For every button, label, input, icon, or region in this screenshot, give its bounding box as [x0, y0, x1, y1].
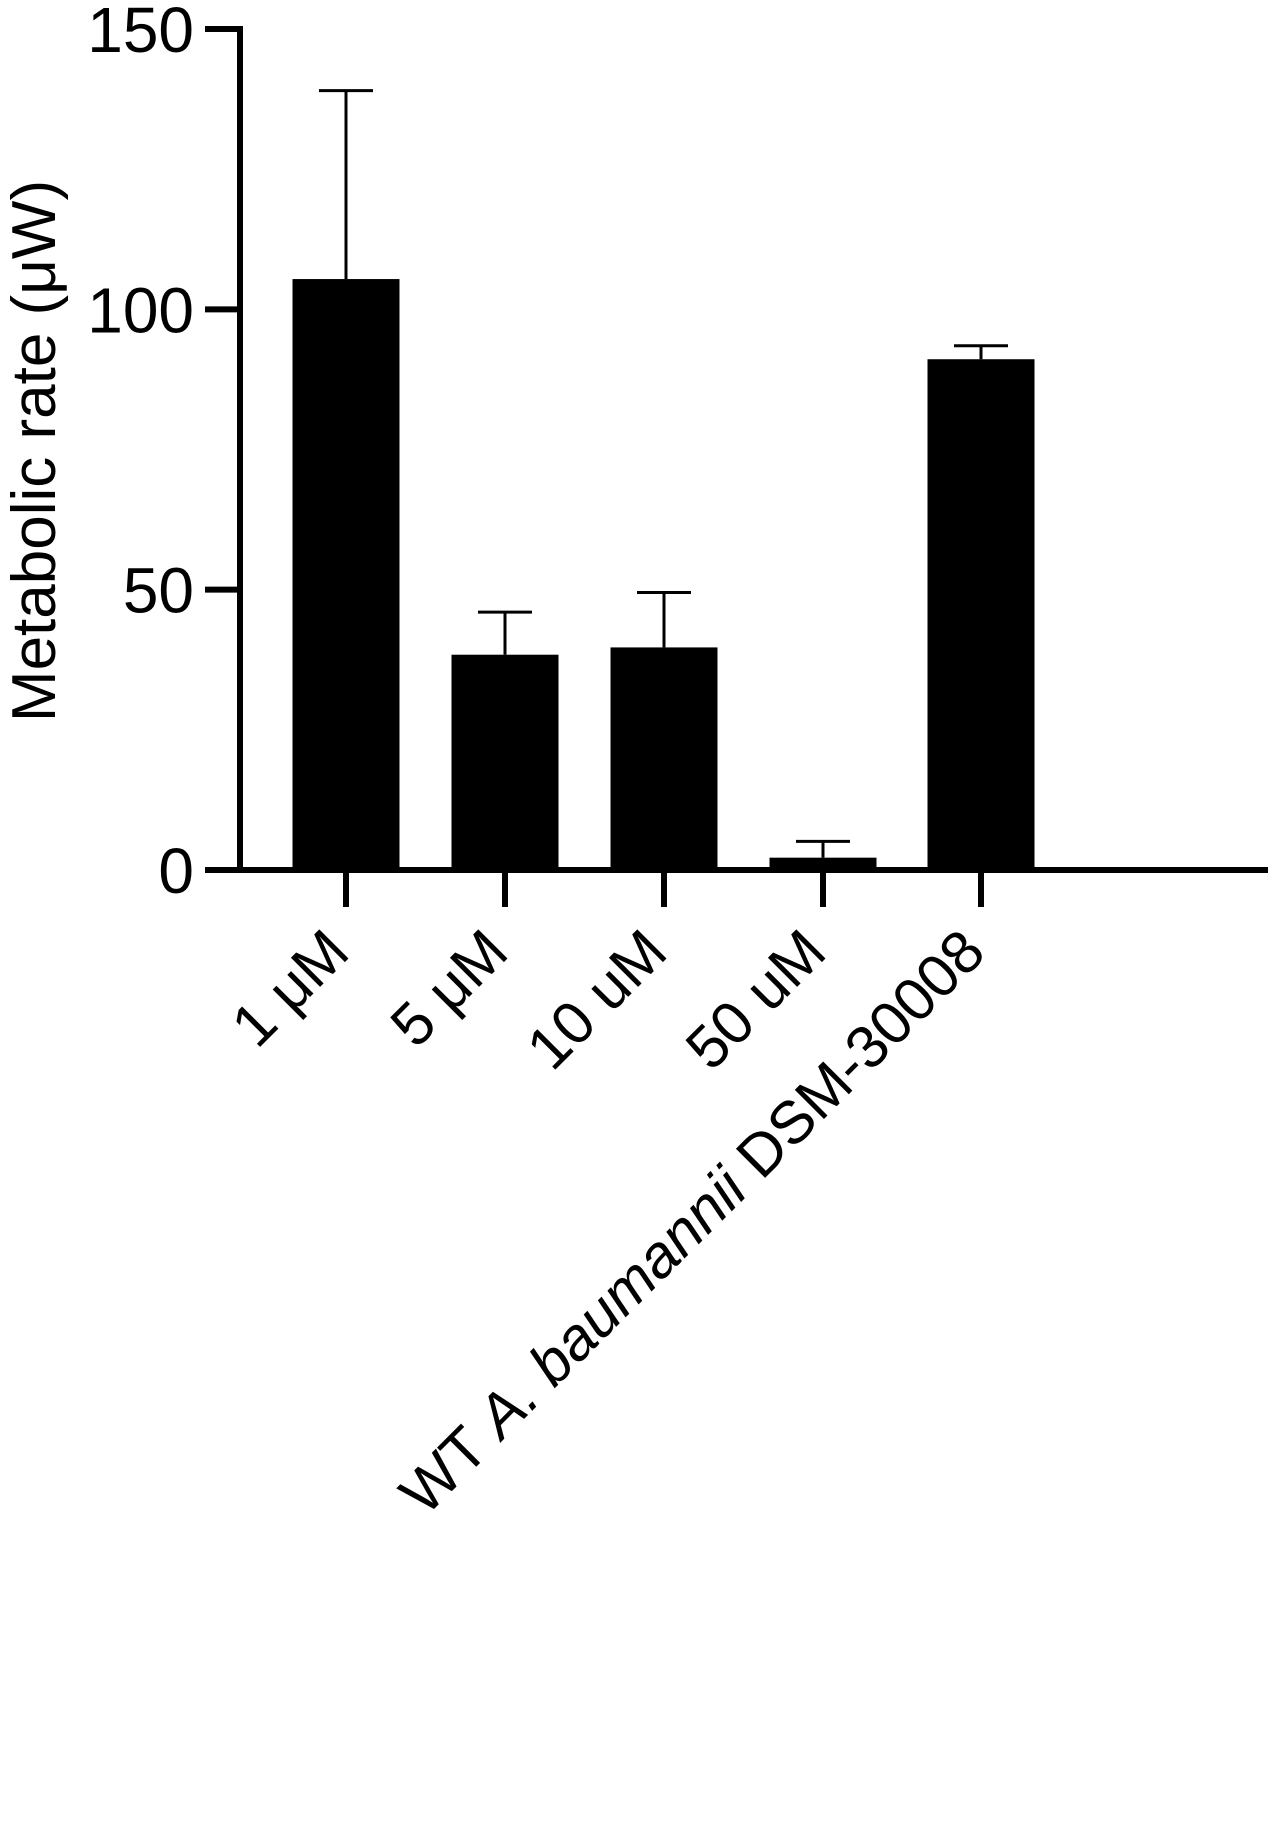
x-category-label-part: A. baumannii — [462, 1154, 760, 1452]
bar-2 — [451, 654, 559, 870]
y-axis-title: Metabolic rate (μW) — [0, 180, 69, 722]
x-category-label-3: 10 uM — [514, 917, 679, 1082]
y-tick-label-50: 50 — [123, 555, 194, 627]
axes-layer — [205, 26, 1268, 907]
bar-3 — [610, 647, 718, 870]
x-category-label-2: 5 μM — [378, 917, 521, 1060]
y-tick-label-150: 150 — [87, 0, 194, 66]
y-tick-label-0: 0 — [158, 835, 194, 907]
y-tick-label-100: 100 — [87, 274, 194, 346]
x-category-label-5: WT A. baumannii DSM-30008 — [387, 917, 997, 1527]
bar-5 — [927, 359, 1035, 870]
error-bars-layer — [319, 89, 1008, 858]
bar-1 — [292, 279, 400, 870]
x-category-label-1: 1 μM — [219, 917, 362, 1060]
bars-layer — [292, 279, 1035, 870]
x-category-label-part: 5 μM — [378, 917, 521, 1060]
bar-4 — [769, 857, 877, 870]
x-category-label-part: 1 μM — [219, 917, 362, 1060]
x-category-label-part: 10 uM — [514, 917, 679, 1082]
